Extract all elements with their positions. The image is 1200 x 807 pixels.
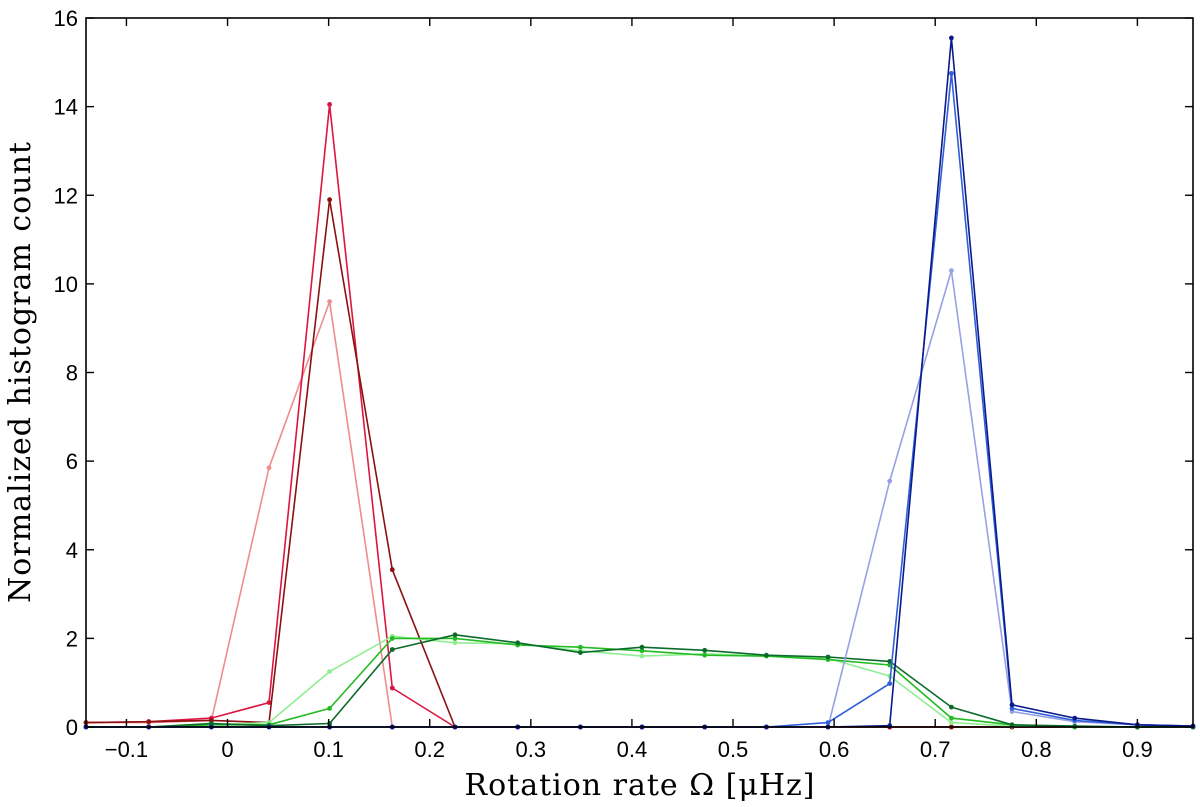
data-point [639, 644, 645, 650]
data-point [825, 654, 831, 660]
x-tick-label: 0.5 [718, 737, 749, 762]
series-6 [83, 268, 1196, 730]
series-layer [83, 35, 1196, 730]
data-point [949, 35, 954, 41]
x-tick-label: 0.1 [313, 737, 344, 762]
x-tick-label: 0 [221, 737, 233, 762]
series-8 [83, 35, 1196, 730]
x-axis-label: Rotation rate Ω [μHz] [464, 768, 815, 803]
x-tick-label: 0.3 [516, 737, 547, 762]
data-point [825, 720, 831, 725]
data-point [578, 650, 583, 655]
data-point [887, 659, 893, 664]
series-line [86, 269, 1194, 728]
y-tick-label: 14 [54, 95, 78, 120]
ticks-layer: −0.1 0 0.1 0.2 0.3 0.4 0.5 0.6 0.7 0.8 0.9 0 2 4 6 8 10 1… [54, 6, 1193, 762]
data-point [327, 102, 332, 107]
data-point [949, 268, 954, 273]
y-tick-label: 0 [66, 715, 78, 740]
data-point [887, 681, 893, 686]
y-axis-label: Normalized histogram count [3, 141, 38, 603]
data-point [327, 669, 332, 674]
x-tick-label: 0.7 [920, 737, 951, 762]
data-point [1072, 715, 1078, 721]
data-point [949, 704, 954, 710]
data-point [389, 685, 395, 691]
series-1 [83, 102, 1196, 730]
data-point [949, 715, 954, 721]
y-tick-label: 4 [66, 538, 78, 563]
data-point [209, 721, 214, 726]
data-point [515, 640, 521, 646]
y-tick-label: 10 [54, 272, 78, 297]
data-point [949, 71, 954, 76]
data-point [327, 299, 332, 304]
data-point [887, 478, 893, 484]
series-line [85, 103, 1193, 728]
series-line [86, 300, 1193, 728]
series-2 [83, 197, 1196, 730]
y-tick-label: 16 [54, 6, 78, 31]
data-point [389, 567, 395, 573]
x-tick-label: 0.2 [414, 737, 445, 762]
data-point [266, 700, 272, 705]
series-line [86, 37, 1194, 728]
series-line [86, 72, 1194, 728]
series-7 [83, 71, 1196, 730]
data-point [327, 197, 332, 203]
data-point [452, 636, 458, 641]
data-point [578, 644, 583, 650]
data-point [949, 720, 954, 725]
data-point [764, 652, 769, 658]
y-tick-label: 8 [66, 361, 78, 386]
data-point [452, 640, 458, 646]
data-point [639, 653, 645, 659]
plot-frame [85, 17, 1194, 728]
data-point [327, 706, 332, 711]
data-point [702, 652, 708, 658]
data-point [1009, 722, 1015, 728]
y-tick-label: 2 [66, 626, 78, 651]
data-point [146, 719, 152, 725]
data-point [1009, 706, 1015, 711]
x-tick-label: 0.8 [1021, 737, 1052, 762]
series-4 [83, 636, 1196, 730]
x-tick-label: 0.9 [1122, 737, 1153, 762]
data-point [266, 465, 272, 471]
data-point [1009, 702, 1015, 708]
x-tick-label: −0.1 [105, 737, 148, 762]
data-point [452, 632, 458, 638]
y-tick-label: 6 [66, 449, 78, 474]
x-tick-label: 0.4 [617, 737, 648, 762]
y-tick-label: 12 [54, 183, 78, 208]
data-point [389, 647, 395, 652]
data-point [702, 647, 708, 653]
series-0 [83, 299, 1196, 730]
data-point [389, 636, 395, 641]
x-tick-label: 0.6 [819, 737, 850, 762]
data-point [639, 648, 645, 654]
